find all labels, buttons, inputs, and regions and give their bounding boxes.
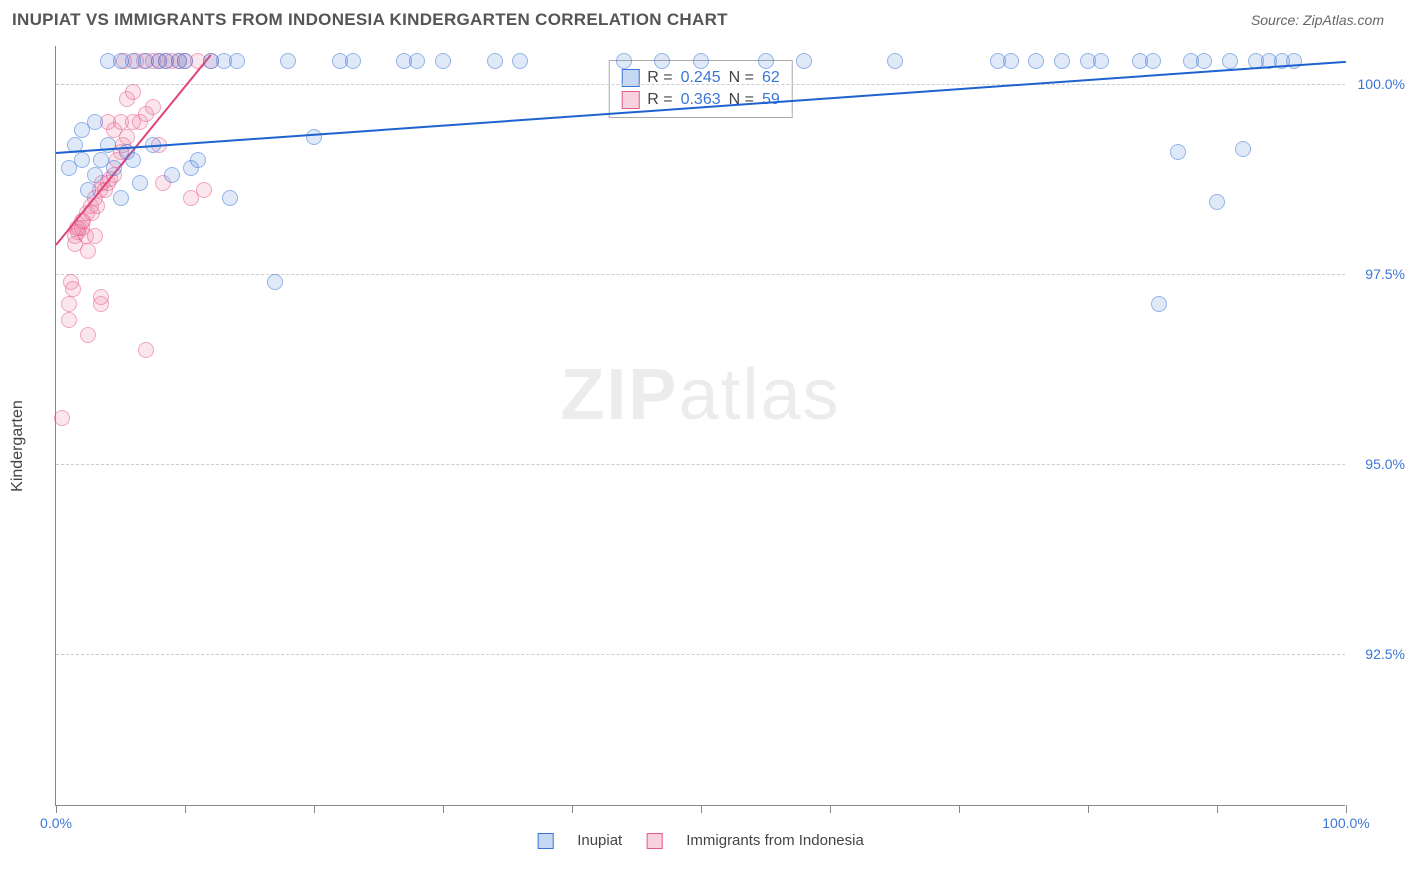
scatter-point (65, 281, 81, 297)
scatter-point (758, 53, 774, 69)
x-tick (1088, 805, 1089, 813)
scatter-point (196, 182, 212, 198)
scatter-point (74, 152, 90, 168)
source-attribution: Source: ZipAtlas.com (1251, 12, 1384, 28)
x-tick (1217, 805, 1218, 813)
x-tick (572, 805, 573, 813)
legend-r-label: R = (647, 91, 672, 109)
scatter-point (164, 167, 180, 183)
gridline (56, 654, 1345, 655)
scatter-point (654, 53, 670, 69)
scatter-point (1145, 53, 1161, 69)
scatter-point (1003, 53, 1019, 69)
swatch-icon (646, 833, 662, 849)
swatch-icon (621, 91, 639, 109)
scatter-point (125, 84, 141, 100)
scatter-point (80, 327, 96, 343)
series-legend: Inupiat Immigrants from Indonesia (537, 832, 864, 849)
legend-series-label: Inupiat (577, 832, 622, 849)
scatter-point (1170, 144, 1186, 160)
scatter-point (487, 53, 503, 69)
x-tick (830, 805, 831, 813)
scatter-point (693, 53, 709, 69)
legend-n-label: N = (729, 91, 754, 109)
x-tick (56, 805, 57, 813)
x-tick-label: 0.0% (40, 815, 72, 831)
y-axis-label: Kindergarten (9, 400, 27, 492)
scatter-point (222, 190, 238, 206)
scatter-point (1151, 296, 1167, 312)
scatter-point (93, 289, 109, 305)
scatter-point (87, 228, 103, 244)
scatter-point (1093, 53, 1109, 69)
scatter-point (345, 53, 361, 69)
scatter-point (54, 410, 70, 426)
x-tick-label: 100.0% (1322, 815, 1369, 831)
scatter-point (106, 160, 122, 176)
scatter-point (177, 53, 193, 69)
watermark: ZIPatlas (560, 354, 840, 436)
scatter-point (1222, 53, 1238, 69)
scatter-point (61, 312, 77, 328)
scatter-point (1235, 141, 1251, 157)
legend-row: R = 0.245 N = 62 (621, 67, 780, 89)
scatter-point (87, 114, 103, 130)
scatter-point (119, 129, 135, 145)
scatter-point (409, 53, 425, 69)
scatter-point (512, 53, 528, 69)
gridline (56, 84, 1345, 85)
y-tick-label: 97.5% (1365, 266, 1405, 282)
scatter-point (1196, 53, 1212, 69)
chart-container: Kindergarten ZIPatlas R = 0.245 N = 62 R… (0, 36, 1406, 856)
scatter-point (306, 129, 322, 145)
swatch-icon (537, 833, 553, 849)
x-tick (185, 805, 186, 813)
scatter-point (145, 99, 161, 115)
scatter-point (80, 182, 96, 198)
chart-title: INUPIAT VS IMMIGRANTS FROM INDONESIA KIN… (12, 10, 728, 30)
scatter-point (61, 296, 77, 312)
scatter-point (887, 53, 903, 69)
gridline (56, 464, 1345, 465)
header-row: INUPIAT VS IMMIGRANTS FROM INDONESIA KIN… (0, 0, 1406, 36)
scatter-point (280, 53, 296, 69)
plot-area: ZIPatlas R = 0.245 N = 62 R = 0.363 N = … (55, 46, 1345, 806)
scatter-point (125, 152, 141, 168)
y-tick-label: 100.0% (1358, 76, 1405, 92)
scatter-point (132, 175, 148, 191)
scatter-point (229, 53, 245, 69)
scatter-point (1054, 53, 1070, 69)
x-tick (1346, 805, 1347, 813)
scatter-point (113, 190, 129, 206)
x-tick (701, 805, 702, 813)
scatter-point (190, 152, 206, 168)
scatter-point (1209, 194, 1225, 210)
x-tick (443, 805, 444, 813)
scatter-point (267, 274, 283, 290)
scatter-point (796, 53, 812, 69)
legend-series-label: Immigrants from Indonesia (686, 832, 864, 849)
scatter-point (435, 53, 451, 69)
scatter-point (1028, 53, 1044, 69)
y-tick-label: 92.5% (1365, 646, 1405, 662)
gridline (56, 274, 1345, 275)
x-tick (314, 805, 315, 813)
x-tick (959, 805, 960, 813)
scatter-point (138, 342, 154, 358)
scatter-point (80, 243, 96, 259)
scatter-point (87, 167, 103, 183)
scatter-point (616, 53, 632, 69)
y-tick-label: 95.0% (1365, 456, 1405, 472)
